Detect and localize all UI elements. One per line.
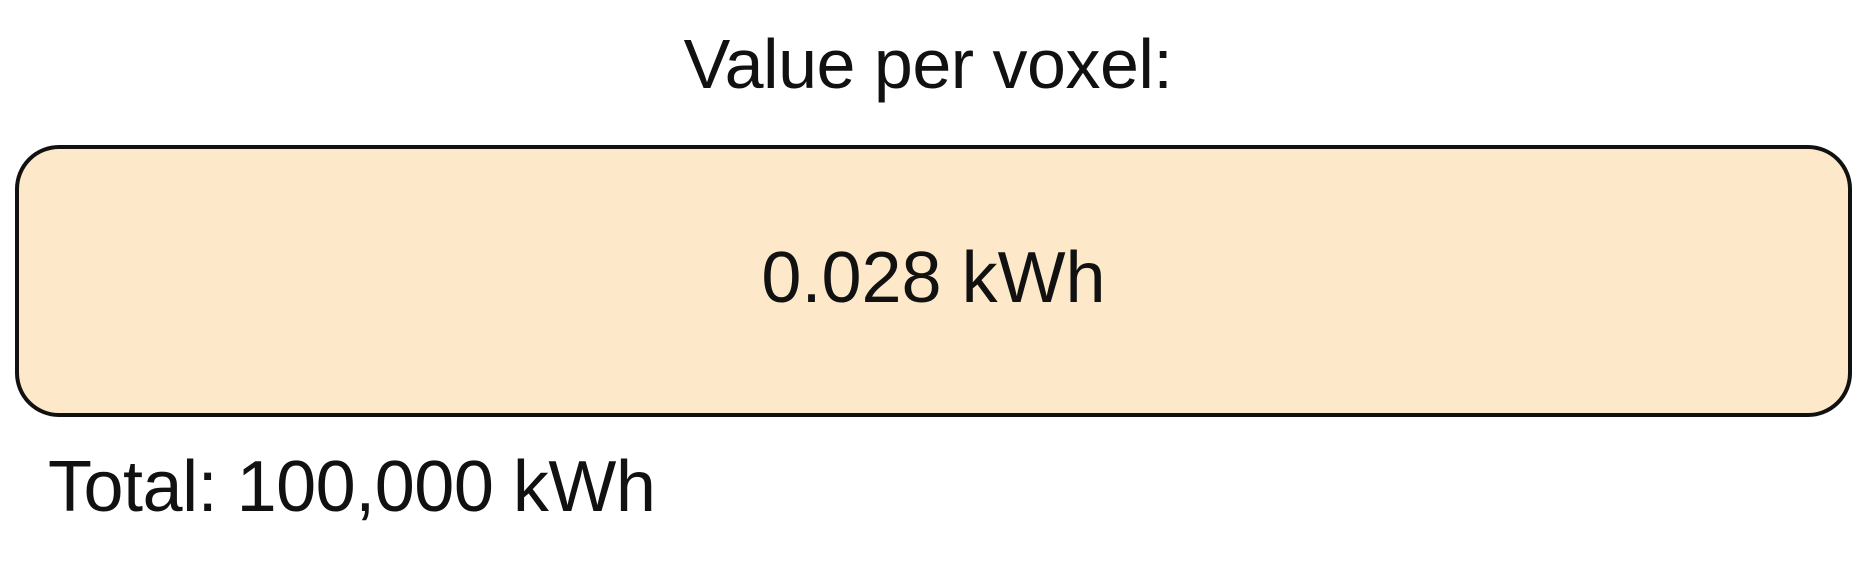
voxel-value: 0.028 kWh bbox=[761, 238, 1106, 318]
total-value: Total: 100,000 kWh bbox=[48, 447, 656, 527]
value-box: 0.028 kWh bbox=[15, 145, 1852, 417]
value-per-voxel-heading: Value per voxel: bbox=[683, 25, 1173, 103]
